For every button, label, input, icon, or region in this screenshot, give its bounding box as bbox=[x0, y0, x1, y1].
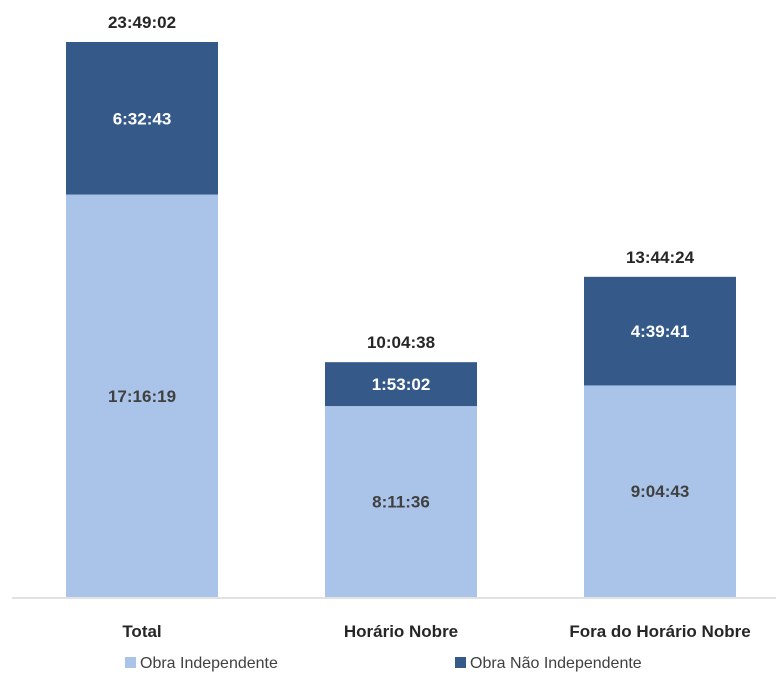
legend-label: Obra Independente bbox=[140, 655, 278, 672]
total-label: 23:49:02 bbox=[108, 13, 176, 32]
labels-layer: 17:16:19 6:32:43 23:49:02 Total 8:11:36 1:53:… bbox=[108, 13, 751, 641]
data-label: 6:32:43 bbox=[113, 109, 172, 128]
data-label: 17:16:19 bbox=[108, 387, 176, 406]
bar-obra-independente-1 bbox=[325, 406, 477, 597]
bar-obra-independente-0 bbox=[66, 194, 218, 597]
total-label: 10:04:38 bbox=[367, 333, 435, 352]
legend-swatch bbox=[125, 657, 136, 668]
data-label: 9:04:43 bbox=[631, 482, 690, 501]
legend-label: Obra Não Independente bbox=[470, 655, 642, 672]
bar-obra-nao-independente-2 bbox=[584, 276, 736, 386]
category-label: Horário Nobre bbox=[344, 622, 458, 641]
bars-layer bbox=[66, 42, 736, 597]
category-label: Fora do Horário Nobre bbox=[569, 622, 750, 641]
data-label: 4:39:41 bbox=[631, 322, 690, 341]
bar-obra-nao-independente-1 bbox=[325, 362, 477, 407]
legend-swatch bbox=[455, 657, 466, 668]
bar-obra-independente-2 bbox=[584, 385, 736, 597]
data-label: 8:11:36 bbox=[372, 493, 430, 512]
data-label: 1:53:02 bbox=[372, 375, 431, 394]
category-label: Total bbox=[122, 622, 161, 641]
total-label: 13:44:24 bbox=[626, 248, 695, 267]
bar-obra-nao-independente-0 bbox=[66, 42, 218, 195]
legend: Obra Independente Obra Não Independente bbox=[125, 655, 642, 672]
